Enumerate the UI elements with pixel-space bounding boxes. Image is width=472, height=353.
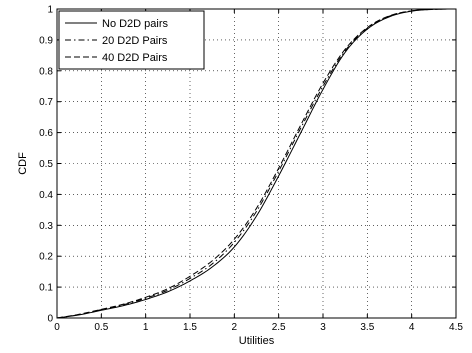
x-tick-label: 1.5 [183, 322, 197, 333]
series-line-no-d2d-pairs [56, 8, 457, 319]
x-tick-label: 0.5 [94, 322, 108, 333]
x-tick-labels: 0 0.5 1 1.5 2 2.5 3 3.5 4 4.5 [54, 322, 463, 333]
x-tick-label: 4 [409, 322, 415, 333]
legend-label: 40 D2D Pairs [102, 52, 168, 64]
y-tick-label: 0.8 [39, 66, 53, 77]
legend-label: 20 D2D Pairs [102, 35, 168, 47]
y-tick-label: 0 [47, 314, 53, 325]
series-line-20-d2d-pairs [56, 8, 457, 319]
y-tick-label: 0.1 [39, 283, 53, 294]
grid-lines [57, 9, 456, 318]
series-line-40-d2d-pairs [56, 8, 457, 319]
x-tick-label: 2.5 [272, 322, 286, 333]
tick-marks [56, 8, 457, 319]
y-tick-label: 0.7 [39, 97, 53, 108]
y-tick-label: 1 [47, 5, 53, 16]
y-axis-label: CDF [17, 152, 29, 175]
y-tick-label: 0.4 [39, 190, 53, 201]
y-tick-label: 0.9 [39, 35, 53, 46]
y-tick-label: 0.2 [39, 252, 53, 263]
legend: No D2D pairs 20 D2D Pairs 40 D2D Pairs [58, 10, 205, 70]
x-tick-label: 4.5 [449, 322, 463, 333]
y-tick-label: 0.3 [39, 221, 53, 232]
y-tick-label: 0.6 [39, 128, 53, 139]
series-layer [56, 8, 457, 319]
x-tick-label: 3 [320, 322, 326, 333]
x-tick-label: 3.5 [360, 322, 374, 333]
x-axis-label: Utilities [239, 335, 275, 347]
y-tick-labels: 0 0.1 0.2 0.3 0.4 0.5 0.6 0.7 0.8 0.9 1 [39, 5, 53, 325]
x-tick-label: 0 [54, 322, 60, 333]
y-tick-label: 0.5 [39, 159, 53, 170]
legend-label: No D2D pairs [102, 18, 169, 30]
x-tick-label: 2 [232, 322, 238, 333]
x-tick-label: 1 [143, 322, 149, 333]
